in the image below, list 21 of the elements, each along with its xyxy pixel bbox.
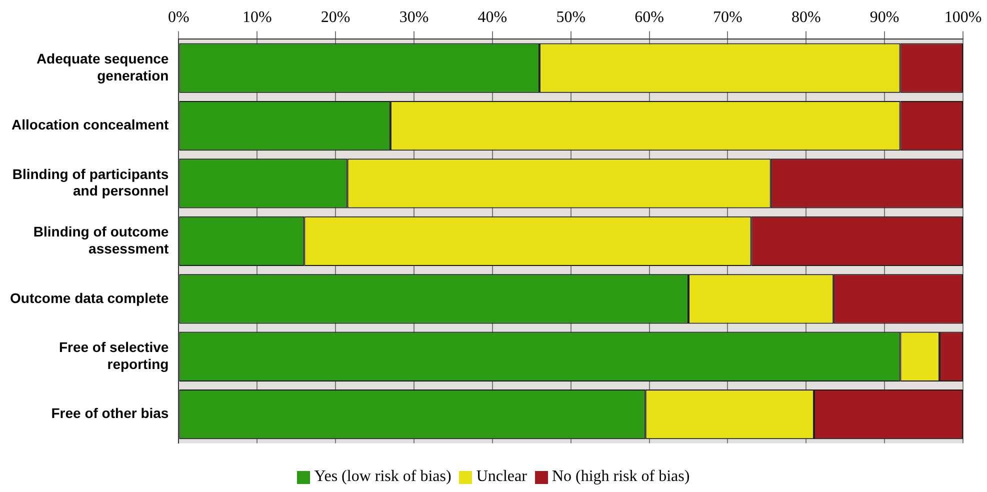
x-tick-label: 20% <box>320 8 350 26</box>
y-tick-label: Adequate sequence generation <box>36 50 169 84</box>
x-tick-label: 90% <box>870 8 900 26</box>
y-tick-label: Blinding of participants and personnel <box>12 166 169 199</box>
legend-label: Yes (low risk of bias) <box>314 468 452 486</box>
x-tick-label: 80% <box>791 8 821 26</box>
y-tick-label: Blinding of outcome assessment <box>33 224 170 256</box>
legend-label: Unclear <box>476 468 527 486</box>
x-tick-label: 50% <box>556 8 586 26</box>
x-tick-label: 0% <box>168 8 190 26</box>
x-tick-label: 30% <box>399 8 429 26</box>
x-tick-label: 100% <box>944 8 982 26</box>
x-tick-label: 10% <box>242 8 272 26</box>
x-tick-label: 60% <box>634 8 664 26</box>
y-tick-label: Allocation concealment <box>12 116 170 133</box>
y-tick-label: Free of selective reporting <box>58 339 169 372</box>
legend-label: No (high risk of bias) <box>552 468 690 486</box>
x-tick-label: 40% <box>478 8 508 26</box>
x-tick-label: 70% <box>713 8 742 26</box>
y-tick-label: Outcome data complete <box>10 290 169 306</box>
y-tick-label: Free of other bias <box>51 405 169 422</box>
